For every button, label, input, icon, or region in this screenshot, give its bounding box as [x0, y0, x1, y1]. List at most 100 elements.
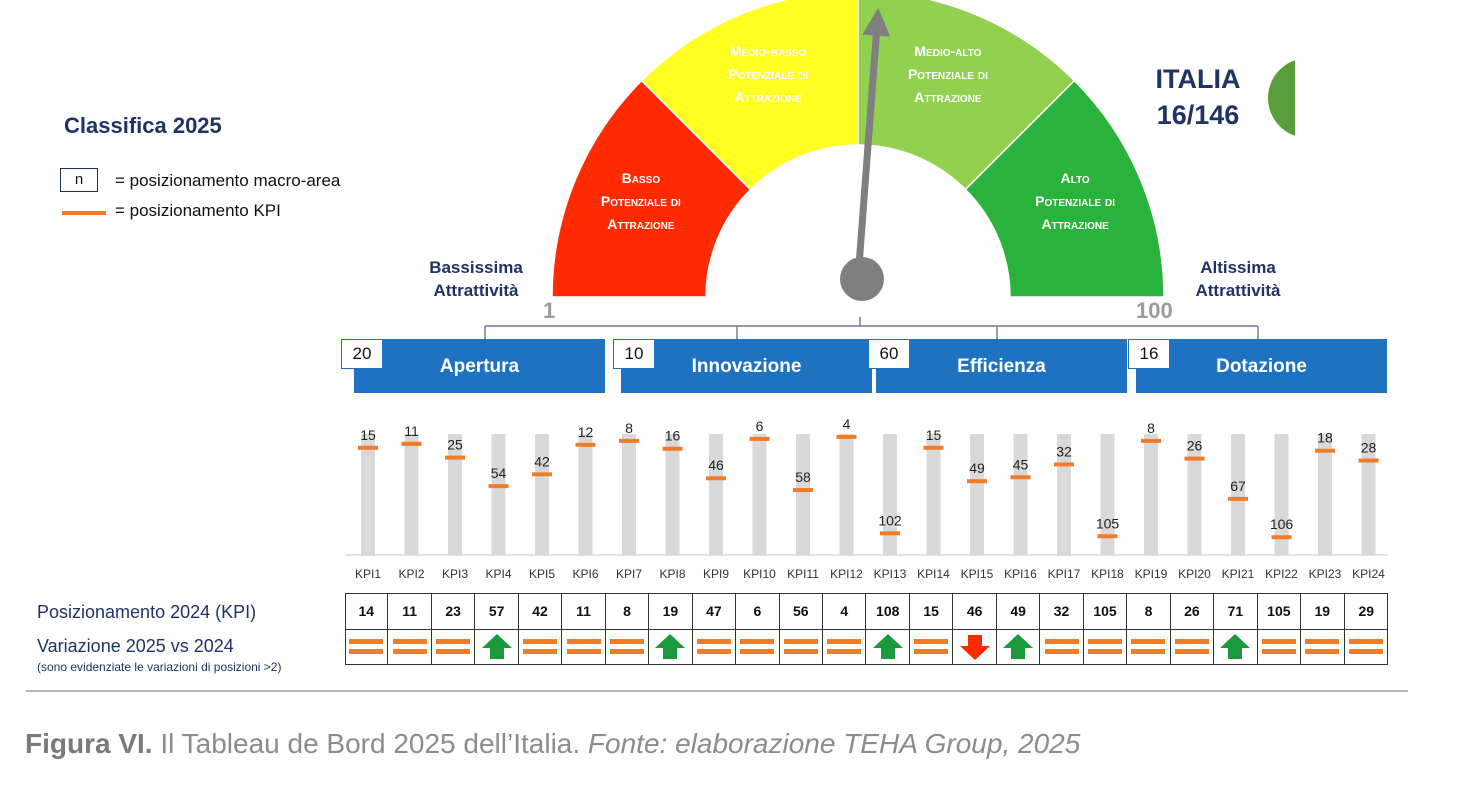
equal-icon	[1258, 629, 1302, 665]
arrow-up-icon	[997, 629, 1041, 665]
kpi-marker	[619, 438, 639, 443]
kpi-value-label: 8	[1147, 420, 1155, 436]
kpi-value-label: 26	[1187, 438, 1203, 454]
position-2024-cell: 108	[867, 593, 910, 629]
kpi-category-label: KPI1	[355, 567, 381, 581]
row-label-variation: Variazione 2025 vs 2024	[37, 636, 234, 656]
macro-area-dotazione: Dotazione	[1136, 339, 1387, 393]
position-2024-cell: 56	[780, 593, 824, 629]
kpi-value-label: 25	[447, 437, 463, 453]
equal-icon	[1084, 629, 1128, 665]
scale-min: 1	[543, 298, 556, 323]
kpi-marker	[401, 441, 422, 446]
gauge-hub	[840, 257, 884, 301]
kpi-bar	[709, 434, 723, 555]
kpi-value-label: 6	[756, 418, 764, 434]
caption: Figura VI. Il Tableau de Bord 2025 dell’…	[25, 728, 1080, 760]
kpi-bar	[970, 434, 984, 555]
kpi-value-label: 11	[404, 423, 419, 439]
gauge-label-1-3: Attrazione	[607, 216, 675, 232]
kpi-marker	[836, 434, 857, 439]
kpi-value-label: 102	[878, 512, 902, 528]
kpi-category-label: KPI18	[1091, 567, 1124, 581]
country-rank: 16/146	[1156, 100, 1240, 130]
kpi-bar	[578, 434, 593, 555]
position-2024-cell: 8	[606, 593, 650, 629]
kpi-marker	[1358, 458, 1379, 463]
equal-icon	[1345, 629, 1388, 665]
kpi-category-label: KPI4	[485, 567, 511, 581]
kpi-bar	[926, 434, 941, 555]
caption-italic: Fonte: elaborazione TEHA Group, 2025	[587, 728, 1081, 759]
kpi-value-label: 106	[1270, 516, 1294, 532]
gauge-label-3-1: Medio-alto	[914, 43, 981, 59]
position-2024-cell: 15	[910, 593, 954, 629]
macro-area-position: 20	[341, 339, 383, 369]
macro-area-position: 16	[1128, 339, 1170, 369]
position-2024-cell: 29	[1358, 603, 1375, 619]
flag-icon	[1268, 58, 1348, 138]
gauge-label-2-3: Attrazione	[734, 89, 802, 105]
right-end-label: Altissima Attrattività	[1180, 256, 1296, 302]
gauge-label-1-2: Potenziale di	[601, 193, 681, 209]
position-2024-cell: 105	[1084, 593, 1128, 629]
kpi-category-label: KPI13	[874, 567, 907, 581]
kpi-category-label: KPI22	[1265, 567, 1298, 581]
kpi-bar	[491, 434, 506, 555]
kpi-value-label: 15	[926, 427, 942, 443]
position-2024-cell: 32	[1040, 593, 1084, 629]
kpi-marker	[575, 442, 596, 447]
position-2024-cell: 105	[1258, 593, 1302, 629]
kpi-value-label: 32	[1056, 443, 1072, 459]
equal-icon	[736, 629, 780, 665]
kpi-marker	[662, 446, 683, 451]
position-2024-cell: 14	[345, 593, 389, 629]
kpi-bar	[1274, 434, 1289, 555]
kpi-marker	[749, 436, 770, 441]
table-divider	[345, 629, 1388, 630]
kpi-bar	[622, 434, 636, 555]
equal-icon	[1301, 629, 1345, 665]
kpi-bar	[1231, 434, 1245, 555]
equal-icon	[1127, 629, 1171, 665]
kpi-category-label: KPI17	[1048, 567, 1081, 581]
kpi-category-label: KPI11	[787, 567, 819, 581]
kpi-bar	[1361, 434, 1376, 555]
kpi-bar	[448, 434, 462, 555]
kpi-value-label: 4	[843, 416, 851, 432]
arrow-up-icon	[649, 629, 693, 665]
gauge-label-4-3: Attrazione	[1041, 216, 1109, 232]
kpi-category-label: KPI10	[743, 567, 776, 581]
kpi-chart: 15 KPI1 11 KPI2 25 KPI3 54 KPI4 42 KPI5 12 KPI6 8 KPI…	[345, 416, 1388, 581]
position-2024-cell: 19	[649, 593, 693, 629]
equal-icon	[1040, 629, 1084, 665]
scale-max: 100	[1136, 298, 1173, 323]
arrow-up-icon	[475, 629, 519, 665]
right-end-line-2: Attrattività	[1195, 281, 1281, 300]
macro-area-position: 10	[613, 339, 655, 369]
kpi-bar	[839, 434, 854, 555]
gauge-label-4-2: Potenziale di	[1035, 193, 1115, 209]
gauge-segment-2	[640, 0, 859, 191]
kpi-marker	[1271, 535, 1292, 540]
kpi-category-label: KPI16	[1004, 567, 1037, 581]
position-2024-cell: 19	[1301, 593, 1345, 629]
position-2024-cell: 47	[693, 593, 737, 629]
legend-line-symbol	[62, 211, 106, 215]
position-2024-cell: 4	[823, 593, 867, 629]
kpi-marker	[358, 445, 378, 450]
kpi-category-label: KPI21	[1222, 567, 1255, 581]
kpi-value-label: 16	[665, 428, 681, 444]
kpi-category-label: KPI2	[398, 567, 424, 581]
kpi-category-label: KPI19	[1135, 567, 1168, 581]
kpi-marker	[1141, 438, 1161, 443]
macro-area-position: 60	[868, 339, 910, 369]
kpi-value-label: 54	[491, 465, 507, 481]
kpi-marker	[967, 479, 987, 484]
kpi-category-label: KPI6	[572, 567, 598, 581]
macro-area-label: Apertura	[439, 356, 520, 377]
gauge-needle	[854, 27, 881, 280]
gauge: Basso Potenziale di Attrazione Medio-basso P…	[484, 0, 1259, 339]
kpi-marker	[488, 484, 509, 489]
gauge-label-2-1: Medio-basso	[730, 43, 807, 59]
